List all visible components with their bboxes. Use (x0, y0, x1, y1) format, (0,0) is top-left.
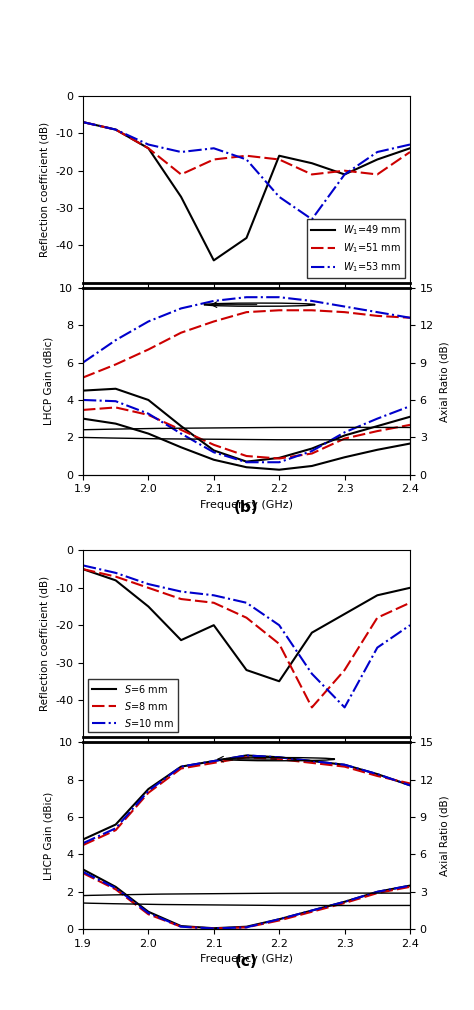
Y-axis label: Reflection coefficient (dB): Reflection coefficient (dB) (39, 122, 50, 257)
Y-axis label: Axial Ratio (dB): Axial Ratio (dB) (439, 341, 449, 421)
Text: (b): (b) (234, 500, 259, 515)
Y-axis label: LHCP Gain (dBic): LHCP Gain (dBic) (44, 337, 54, 425)
Legend: $S$=6 mm, $S$=8 mm, $S$=10 mm: $S$=6 mm, $S$=8 mm, $S$=10 mm (88, 679, 178, 732)
X-axis label: Frequency (GHz): Frequency (GHz) (200, 954, 293, 965)
Text: (c): (c) (235, 954, 258, 970)
X-axis label: Frequency (GHz): Frequency (GHz) (200, 500, 293, 510)
Y-axis label: Reflection coefficient (dB): Reflection coefficient (dB) (39, 577, 50, 711)
Y-axis label: LHCP Gain (dBic): LHCP Gain (dBic) (44, 792, 54, 880)
Legend: $W_1$=49 mm, $W_1$=51 mm, $W_1$=53 mm: $W_1$=49 mm, $W_1$=51 mm, $W_1$=53 mm (307, 219, 405, 278)
Y-axis label: Axial Ratio (dB): Axial Ratio (dB) (439, 796, 449, 876)
